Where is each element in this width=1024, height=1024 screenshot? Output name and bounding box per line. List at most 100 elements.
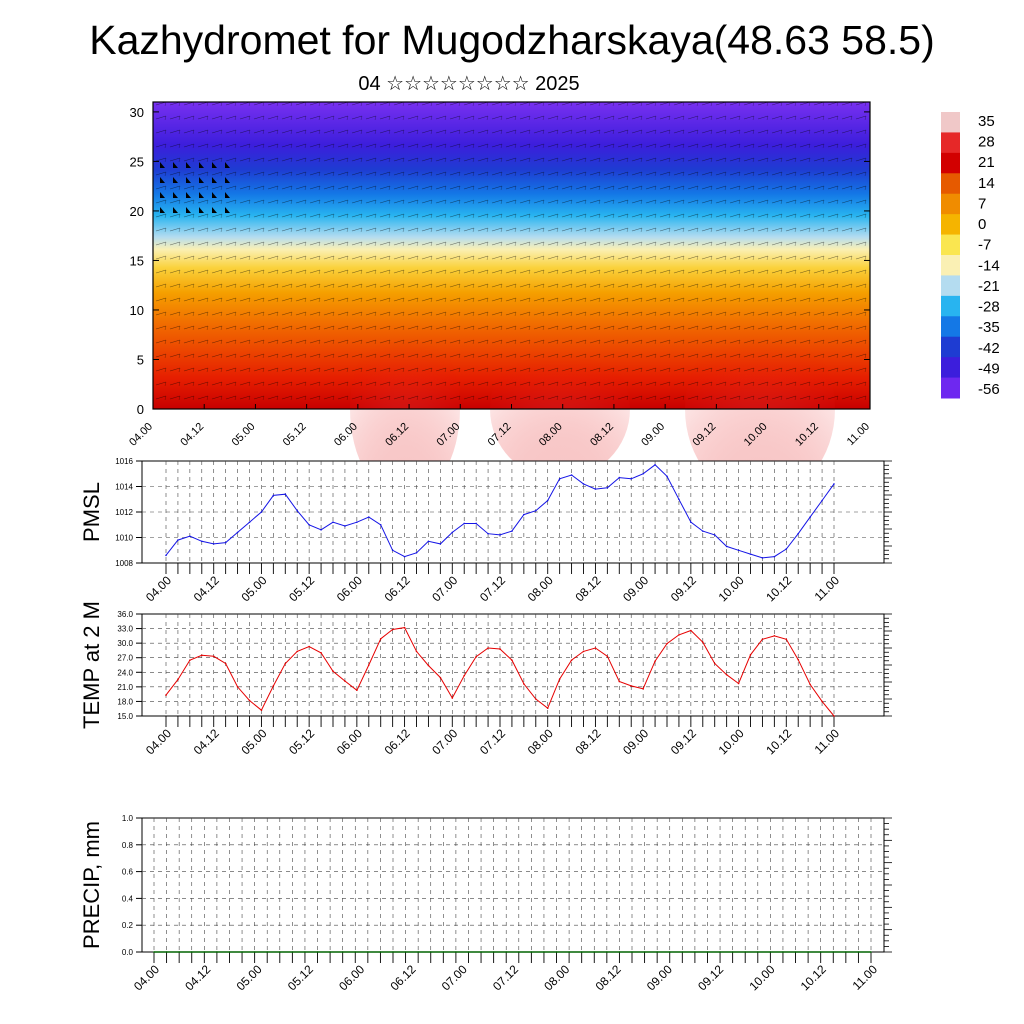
data-point bbox=[505, 951, 508, 953]
y-axis-title: PMSL bbox=[79, 482, 104, 542]
data-point bbox=[511, 659, 513, 661]
data-point bbox=[568, 951, 570, 953]
x-tick-label: 06.00 bbox=[336, 962, 367, 993]
x-tick-label: 08.12 bbox=[593, 962, 624, 993]
x-tick-label: 06.12 bbox=[382, 573, 413, 604]
data-point bbox=[177, 678, 179, 681]
colorbar-label: -49 bbox=[978, 360, 1000, 377]
data-point bbox=[558, 678, 561, 680]
x-tick-label: 05.12 bbox=[286, 573, 317, 604]
y-tick-label: 15 bbox=[130, 253, 144, 268]
data-point bbox=[415, 552, 418, 554]
x-tick-label: 08.00 bbox=[541, 962, 572, 993]
data-point bbox=[666, 642, 668, 645]
data-point bbox=[203, 951, 206, 953]
date-subtitle: 04 ☆☆☆☆☆☆☆☆ 2025 bbox=[358, 73, 580, 95]
data-point bbox=[678, 498, 680, 501]
y-tick-label: 27.0 bbox=[117, 654, 133, 663]
x-tick-label: 04.00 bbox=[131, 962, 162, 993]
data-point bbox=[534, 509, 537, 512]
data-point bbox=[403, 626, 406, 629]
data-point bbox=[656, 951, 658, 953]
x-tick-label: 10.12 bbox=[763, 726, 794, 757]
colorbar-label: -14 bbox=[978, 257, 1000, 274]
data-point bbox=[570, 474, 573, 476]
y-tick-label: 0.2 bbox=[122, 921, 134, 930]
data-point bbox=[523, 683, 525, 685]
wind-flag bbox=[160, 177, 165, 183]
x-tick-label: 05.00 bbox=[238, 726, 269, 757]
data-point bbox=[316, 951, 319, 953]
data-point bbox=[499, 648, 501, 650]
colorbar-swatch bbox=[941, 357, 960, 379]
x-tick-label: 04.12 bbox=[191, 726, 222, 757]
data-point bbox=[756, 951, 759, 953]
data-point bbox=[463, 674, 466, 677]
data-point bbox=[253, 951, 256, 953]
data-point bbox=[189, 535, 191, 538]
x-tick-label: 08.00 bbox=[525, 726, 556, 757]
colorbar-label: 0 bbox=[978, 216, 986, 233]
colorbar-swatch bbox=[941, 255, 960, 276]
data-point bbox=[749, 654, 752, 656]
data-point bbox=[870, 951, 872, 953]
data-point bbox=[594, 647, 597, 649]
y-tick-label: 1008 bbox=[115, 559, 133, 568]
data-point bbox=[694, 951, 696, 953]
data-point bbox=[272, 685, 275, 687]
colorbar-label: -28 bbox=[978, 299, 1000, 316]
x-tick-label: 04.00 bbox=[143, 573, 174, 604]
y-tick-label: 21.0 bbox=[117, 683, 133, 692]
data-point bbox=[165, 554, 167, 557]
data-point bbox=[833, 715, 835, 717]
colorbar-label: 35 bbox=[978, 113, 995, 130]
data-point bbox=[606, 951, 608, 953]
data-point bbox=[594, 488, 597, 490]
x-tick-label: 11.00 bbox=[845, 421, 872, 448]
data-point bbox=[379, 637, 382, 640]
x-tick-label: 09.00 bbox=[620, 573, 651, 604]
data-point bbox=[546, 707, 549, 710]
plot-frame bbox=[141, 817, 885, 953]
data-point bbox=[582, 650, 585, 653]
data-point bbox=[642, 688, 644, 690]
x-tick-label: 10.12 bbox=[763, 573, 794, 604]
wind-flag bbox=[199, 162, 204, 168]
data-point bbox=[821, 499, 823, 502]
data-point bbox=[773, 555, 776, 558]
data-point bbox=[165, 951, 168, 953]
data-point bbox=[785, 638, 788, 641]
data-point bbox=[570, 659, 573, 661]
data-point bbox=[367, 951, 369, 953]
x-tick-label: 09.00 bbox=[639, 421, 667, 449]
colorbar-label: -56 bbox=[978, 381, 1000, 398]
data-point bbox=[241, 951, 243, 953]
wind-flag bbox=[173, 177, 178, 183]
x-tick-label: 04.00 bbox=[127, 421, 155, 449]
data-point bbox=[415, 650, 418, 653]
x-tick-label: 07.00 bbox=[429, 573, 460, 604]
wind-flag bbox=[173, 192, 178, 198]
x-tick-label: 10.12 bbox=[798, 962, 829, 993]
data-point bbox=[701, 641, 704, 643]
data-point bbox=[344, 525, 346, 527]
data-point bbox=[320, 529, 322, 531]
x-tick-label: 07.00 bbox=[439, 962, 470, 993]
data-point bbox=[272, 494, 275, 497]
data-point bbox=[224, 662, 227, 665]
data-point bbox=[177, 539, 179, 541]
data-point bbox=[341, 951, 344, 953]
wind-flag bbox=[173, 162, 178, 168]
data-point bbox=[451, 697, 454, 699]
data-point bbox=[248, 521, 251, 523]
data-point bbox=[530, 951, 533, 953]
colorbar-swatch bbox=[941, 112, 960, 133]
y-tick-label: 5 bbox=[137, 352, 144, 367]
colorbar: 35 28 21 14 7 0 -7 -14 -21 -28 -35 -42 -49 -56 bbox=[941, 112, 1000, 399]
data-point bbox=[725, 673, 728, 676]
data-point bbox=[546, 499, 549, 502]
data-point bbox=[809, 516, 811, 518]
wind-barbs-field bbox=[153, 102, 870, 409]
data-point bbox=[475, 655, 477, 658]
x-tick-label: 06.12 bbox=[387, 962, 418, 993]
